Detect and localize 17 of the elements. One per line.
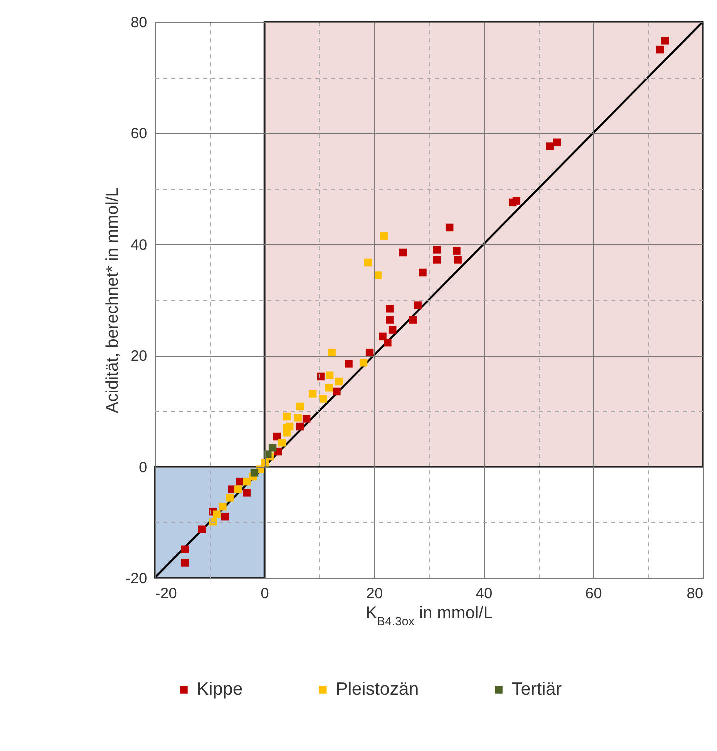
- legend-label: Pleistozän: [336, 679, 420, 699]
- x-tick-label: 20: [366, 586, 384, 602]
- x-tick-label: -20: [156, 586, 178, 602]
- y-tick-label: 60: [130, 126, 148, 143]
- y-tick-label: 80: [130, 14, 148, 32]
- y-tick-label: 20: [130, 348, 148, 366]
- x-tick-label: 40: [476, 586, 493, 602]
- x-tick-label: 60: [586, 586, 602, 602]
- x-axis-title: K$_{B4.3ox}$ in mmol/L: [366, 604, 494, 628]
- legend-label: Kippe: [197, 679, 244, 699]
- y-tick-label: 40: [130, 236, 148, 254]
- x-tick-label: 0: [260, 586, 270, 602]
- legend-label: Tertiär: [512, 679, 562, 699]
- x-tick-label: 80: [686, 586, 704, 602]
- y-tick-label: 0: [139, 459, 148, 476]
- y-axis-title: Acidität, berechnet* in mmol/L: [102, 188, 122, 414]
- y-tick-label: -20: [126, 570, 148, 588]
